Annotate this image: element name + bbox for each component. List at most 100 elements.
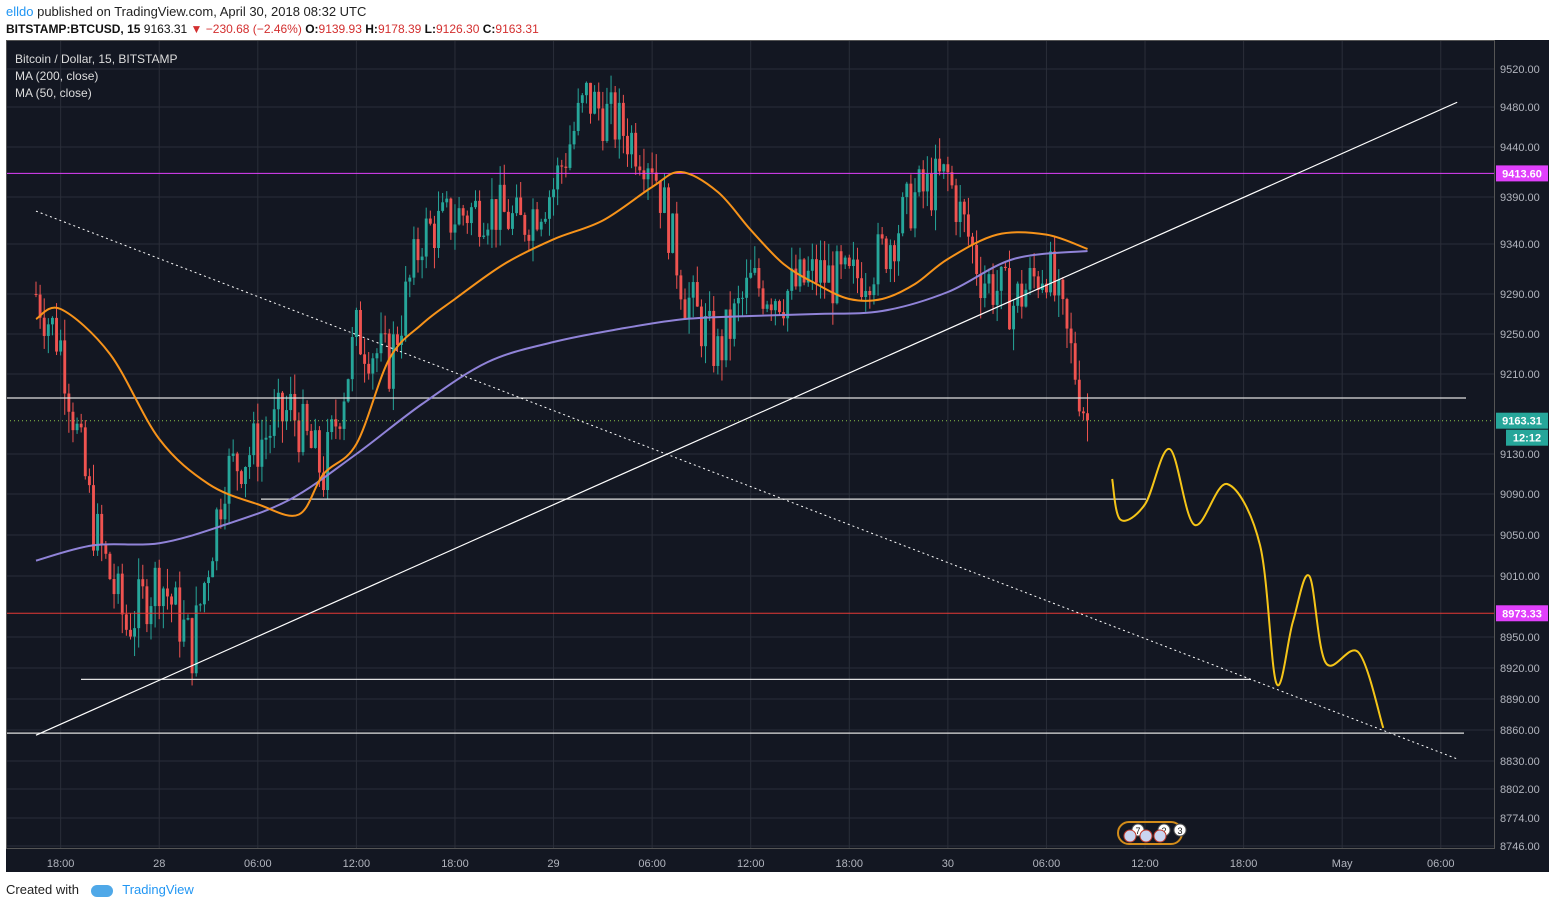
candle-body [1057,279,1061,296]
candle-body [219,509,223,520]
candle-body [699,306,703,347]
candle-body [819,260,822,283]
candle-body [531,209,535,241]
candle-body [736,298,740,304]
candle-body [843,257,847,265]
x-tick-label: 18:00 [836,858,864,870]
candle-body [141,579,145,587]
candle-body [597,91,601,109]
candle-body [301,403,305,453]
legend-ma200[interactable]: MA (200, close) [15,69,99,83]
author-link[interactable]: elldo [6,4,34,19]
candle-body [465,215,469,224]
y-tick-label: 9010.00 [1500,571,1540,583]
candle-body [802,259,806,283]
candle-body [749,272,753,278]
candle-body [289,393,293,411]
candle-body [404,281,408,336]
y-tick-label: 9090.00 [1500,489,1540,501]
candle-body [1049,251,1052,293]
candle-body [428,218,432,224]
candle-body [231,453,235,456]
trendline [35,101,1458,736]
candle-body [987,274,991,284]
candle-body [716,336,720,366]
candle-body [634,132,638,167]
candle-body [983,283,987,299]
candle-body [59,340,63,352]
candle-body [400,335,404,345]
candle-body [116,573,120,595]
candle-body [962,201,966,215]
candle-body [367,363,371,374]
candle-body [720,336,724,361]
candle-body [835,251,839,304]
candle-body [498,184,502,230]
x-tick-label: 18:00 [441,858,469,870]
candle-body [486,229,490,236]
candle-body [909,183,913,229]
candle-body [741,297,744,299]
chart-title: Bitcoin / Dollar, 15, BITSTAMP [15,52,178,66]
candle-body [999,266,1003,291]
candle-body [798,259,802,287]
candle-body [786,290,790,319]
candle-body [724,309,728,361]
candle-body [778,301,781,313]
candle-body [313,430,317,448]
tradingview-link[interactable]: TradingView [122,882,194,897]
low-value: 9126.30 [436,22,480,36]
candle-body [851,259,855,267]
y-tick-label: 8802.00 [1500,784,1540,796]
y-tick-label: 9130.00 [1500,449,1540,461]
candle-body [827,265,831,283]
y-tick-label: 9340.00 [1500,239,1540,251]
legend-ma50[interactable]: MA (50, close) [15,86,92,100]
candle-body [1008,268,1011,330]
candle-body [605,103,609,141]
y-tick-label: 9250.00 [1500,329,1540,341]
candle-body [556,165,560,190]
candle-body [1073,343,1077,380]
candle-body [474,200,477,208]
candle-body [153,567,157,607]
candle-body [683,299,687,319]
candle-body [55,317,58,352]
candle-body [847,257,851,267]
x-tick-label: 28 [153,858,165,870]
published-text: published on TradingView.com, April 30, … [37,4,367,19]
candle-body [654,172,658,181]
candle-body [905,183,909,198]
candle-body [202,583,206,605]
x-tick-label: 30 [942,858,954,870]
candle-body [913,192,917,229]
candle-body [806,270,810,283]
candle-body [309,430,313,448]
candle-body [650,168,654,173]
candle-body [223,503,227,520]
candle-body [96,513,100,551]
candle-body [872,284,876,296]
event-badge-label: 3 [1177,826,1182,836]
y-tick-label: 8920.00 [1500,663,1540,675]
candle-body [120,573,124,615]
candle-body [1053,251,1057,296]
candle-body [839,251,843,265]
candle-body [860,278,864,298]
candle-body [42,317,46,336]
candle-body [1077,379,1081,412]
candle-body [613,92,617,140]
quote-line: BITSTAMP:BTCUSD, 15 9163.31 ▼ −230.68 (−… [6,22,539,36]
candle-body [675,213,679,276]
last-price-tag: 9163.31 [1502,416,1542,428]
candle-body [379,333,383,354]
candle-body [133,628,137,637]
countdown-label: 12:12 [1513,433,1541,445]
candle-body [449,198,453,233]
price-chart[interactable]: 723 9520.00 9480.00 9440.00 9390.00 9340.00 92… [6,40,1549,872]
projection-drawing [1111,448,1385,729]
candle-body [494,199,498,230]
candle-body [1061,279,1065,300]
candle-body [281,392,284,422]
candle-body [194,605,198,674]
